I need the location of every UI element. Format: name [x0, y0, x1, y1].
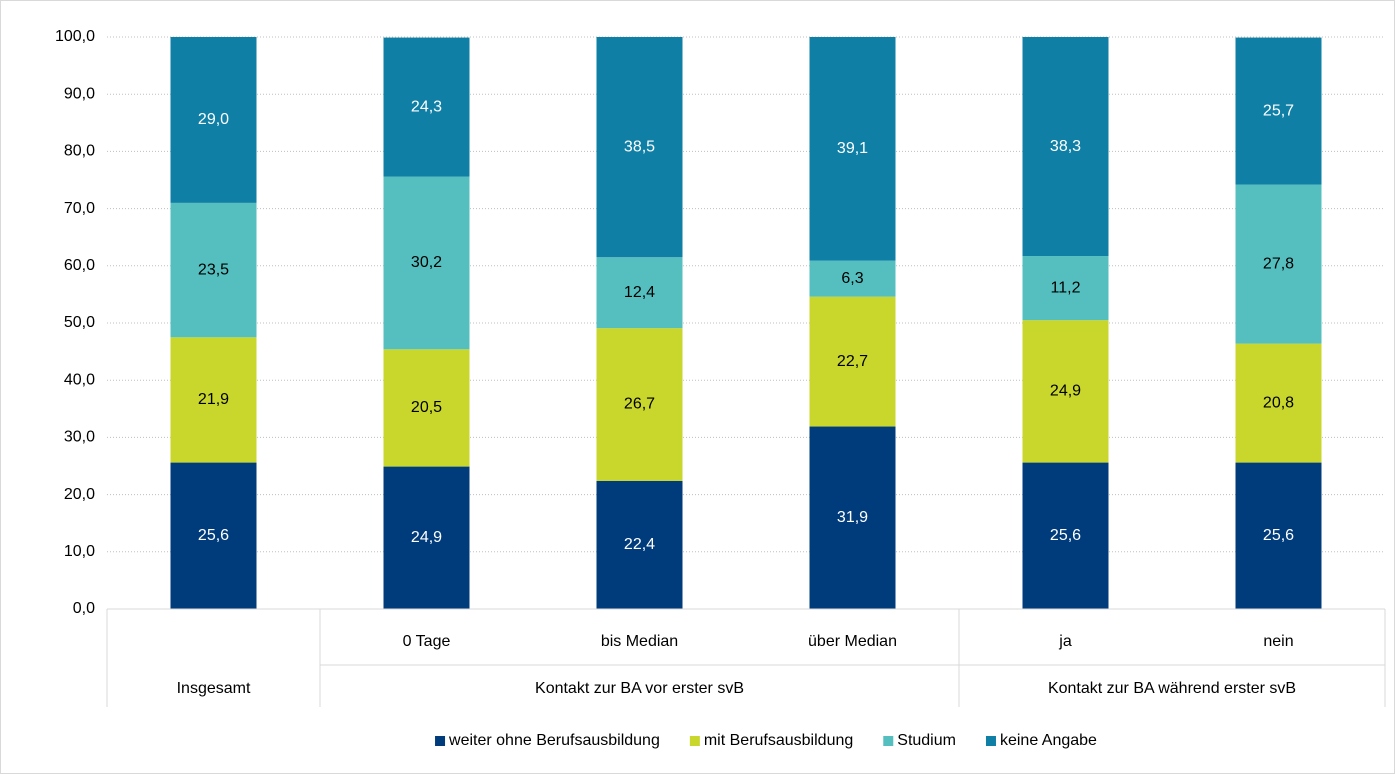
data-label: 20,5 — [411, 399, 442, 416]
data-label: 11,2 — [1051, 279, 1081, 296]
y-tick-label: 60,0 — [64, 257, 95, 274]
data-label: 31,9 — [837, 509, 868, 526]
bar-segment — [1235, 343, 1322, 463]
y-tick-label: 90,0 — [64, 85, 95, 102]
data-label: 24,9 — [1050, 383, 1081, 400]
data-label: 22,4 — [624, 536, 655, 553]
bar-segment — [1022, 256, 1109, 321]
y-tick-label: 30,0 — [64, 429, 95, 446]
legend-label: Studium — [897, 732, 956, 749]
data-label: 26,7 — [624, 396, 655, 413]
bar-segment — [170, 37, 257, 203]
y-tick-label: 100,0 — [55, 28, 95, 45]
data-label: 25,6 — [1050, 527, 1081, 544]
data-label: 30,2 — [411, 254, 442, 271]
x-tick-label: über Median — [808, 633, 897, 650]
data-label: 12,4 — [624, 284, 655, 301]
data-label: 25,7 — [1263, 102, 1294, 119]
bar-segment — [1235, 462, 1322, 609]
bar-segment — [383, 37, 470, 177]
legend-swatch — [883, 736, 894, 746]
bar-segment — [596, 37, 683, 258]
legend-swatch — [435, 736, 446, 746]
legend-swatch — [689, 736, 700, 746]
bar-segment — [383, 349, 470, 467]
x-tick-label: nein — [1263, 633, 1293, 650]
data-label: 25,6 — [198, 527, 229, 544]
bar-segment — [170, 337, 257, 463]
group-label: Kontakt zur BA vor erster svB — [535, 680, 744, 697]
bar-segment — [1022, 462, 1109, 609]
data-label: 27,8 — [1263, 255, 1294, 272]
bar-segment — [383, 466, 470, 609]
x-tick-label: bis Median — [601, 633, 678, 650]
y-tick-label: 50,0 — [64, 314, 95, 331]
data-label: 21,9 — [198, 391, 229, 408]
data-label: 6,3 — [841, 270, 863, 287]
legend-label: mit Berufsausbildung — [704, 732, 853, 749]
bar-segment — [383, 176, 470, 350]
bar-segment — [809, 37, 896, 261]
data-label: 20,8 — [1263, 394, 1294, 411]
y-tick-label: 0,0 — [73, 600, 95, 617]
data-label: 23,5 — [198, 261, 229, 278]
x-tick-label: ja — [1058, 633, 1072, 650]
bar-segment — [1022, 320, 1109, 463]
bar-segment — [1022, 37, 1109, 257]
x-tick-label: 0 Tage — [403, 633, 451, 650]
y-tick-label: 70,0 — [64, 200, 95, 217]
bar-segment — [809, 426, 896, 609]
legend-label: weiter ohne Berufsausbildung — [448, 732, 660, 749]
y-tick-label: 40,0 — [64, 371, 95, 388]
bar-segment — [596, 480, 683, 609]
data-label: 25,6 — [1263, 527, 1294, 544]
data-label: 24,3 — [411, 98, 442, 115]
data-label: 24,9 — [411, 529, 442, 546]
bar-segment — [596, 257, 683, 329]
group-label: Kontakt zur BA während erster svB — [1048, 680, 1296, 697]
data-label: 22,7 — [837, 353, 868, 370]
y-tick-label: 80,0 — [64, 143, 95, 160]
y-tick-label: 20,0 — [64, 486, 95, 503]
data-label: 38,5 — [624, 138, 655, 155]
data-label: 39,1 — [837, 140, 868, 157]
bar-segment — [809, 296, 896, 427]
data-label: 29,0 — [198, 111, 229, 128]
bar-segment — [809, 260, 896, 297]
bar-segment — [170, 202, 257, 338]
bar-segment — [1235, 184, 1322, 344]
legend-label: keine Angabe — [1000, 732, 1097, 749]
data-label: 38,3 — [1050, 138, 1081, 155]
bar-segment — [596, 328, 683, 481]
legend-swatch — [985, 736, 996, 746]
bar-segment — [1235, 37, 1322, 185]
bar-segment — [170, 462, 257, 609]
group-label: Insgesamt — [177, 680, 251, 697]
y-tick-label: 10,0 — [64, 543, 95, 560]
